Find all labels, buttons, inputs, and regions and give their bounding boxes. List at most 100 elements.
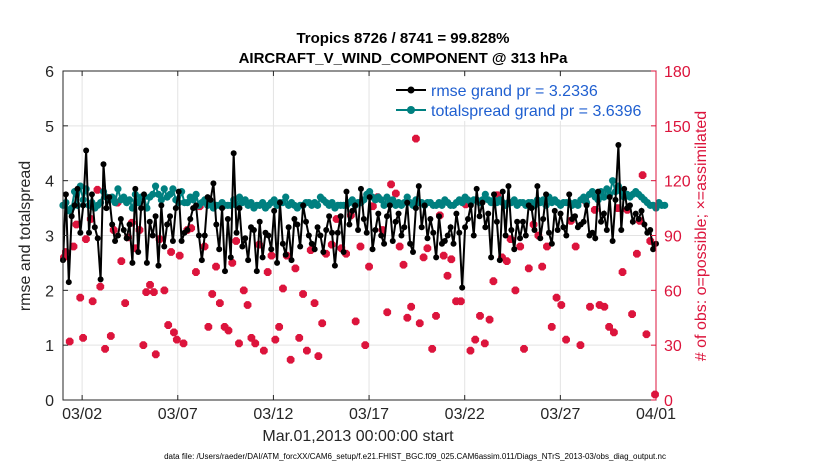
rmse-point-27 [138,205,145,212]
rmse-point-118 [401,224,408,231]
rmse-point-140 [464,216,471,223]
legend-spread-marker [407,106,415,114]
rmse-point-200 [638,207,645,214]
obs-marker-94 [428,344,437,353]
obs-marker-17 [121,299,130,308]
legend-spread-label: totalspread grand pr = 3.6396 [431,103,641,120]
y-left-tick-label-6: 6 [45,64,54,81]
rmse-point-139 [462,224,469,231]
rmse-point-148 [488,254,495,261]
rmse-point-67 [253,268,260,275]
totalspread-point-180 [580,193,588,201]
totalspread-point-19 [114,185,122,193]
y-right-tick-label-1: 30 [664,338,682,355]
obs-marker-42 [212,262,220,271]
rmse-point-159 [519,218,526,225]
totalspread-point-208 [661,201,669,209]
rmse-point-72 [268,246,275,253]
rmse-point-11 [91,224,98,231]
obs-marker-141 [638,171,647,180]
obs-marker-108 [489,277,498,286]
obs-marker-132 [600,302,609,311]
rmse-point-58 [227,254,234,261]
rmse-point-125 [421,202,428,209]
rmse-point-56 [221,268,228,275]
rmse-point-84 [302,218,309,225]
obs-marker-55 [263,268,272,276]
obs-marker-99 [447,255,456,264]
obs-marker-30 [167,248,175,256]
rmse-point-192 [615,142,622,149]
obs-marker-83 [383,308,392,317]
rmse-point-60 [233,229,240,236]
x-tick-label-1: 03/07 [158,406,198,423]
rmse-point-151 [496,257,503,264]
rmse-point-39 [172,205,179,212]
rmse-point-157 [514,218,521,225]
y-left-tick-label-0: 0 [45,393,54,410]
obs-marker-69 [318,319,327,328]
obs-marker-123 [557,301,566,309]
rmse-point-15 [103,205,110,212]
rmse-point-8 [83,147,90,154]
x-tick-label-2: 03/12 [253,406,293,423]
rmse-point-99 [346,221,353,228]
y-axis-label-right: # of obs: o=possible; ×=assimilated [693,111,710,361]
obs-marker-12 [101,344,109,353]
rmse-point-29 [143,259,150,266]
rmse-point-147 [485,210,492,217]
totalspread-point-18 [111,199,119,207]
rmse-point-55 [219,205,226,212]
rmse-point-167 [543,191,550,198]
rmse-point-57 [224,216,231,223]
obs-count-markers [60,134,659,399]
obs-marker-65 [303,346,311,355]
rmse-point-162 [528,205,535,212]
rmse-point-31 [149,232,156,239]
obs-marker-43 [215,299,224,308]
rmse-point-54 [216,246,223,253]
obs-marker-56 [267,251,276,260]
obs-marker-119 [538,262,547,271]
rmse-point-20 [117,216,124,223]
obs-marker-59 [279,284,287,293]
totalspread-point-156 [510,196,518,204]
obs-marker-32 [172,335,181,344]
rmse-point-163 [531,227,538,234]
rmse-point-102 [355,227,362,234]
rmse-point-75 [276,199,283,206]
obs-marker-144 [651,390,659,399]
obs-marker-7 [82,235,90,244]
rmse-point-93 [329,229,336,236]
rmse-point-127 [427,216,434,223]
y-left-tick-label-3: 3 [45,229,54,246]
rmse-point-136 [453,210,460,217]
obs-marker-114 [516,242,525,251]
rmse-point-76 [279,240,286,247]
rmse-point-49 [201,232,208,239]
rmse-point-1 [62,191,69,198]
totalspread-point-46 [192,190,200,198]
rmse-point-71 [265,232,272,239]
obs-marker-91 [415,319,424,328]
rmse-point-90 [320,248,327,255]
rmse-point-100 [349,207,356,214]
rmse-point-12 [94,235,101,242]
rmse-point-23 [126,221,133,228]
obs-marker-138 [628,310,636,318]
y-right-tick-label-5: 150 [664,119,691,136]
totalspread-point-100 [348,196,356,204]
rmse-point-166 [540,216,547,223]
rmse-point-137 [456,229,463,236]
obs-marker-33 [175,251,184,260]
rmse-point-186 [598,218,605,225]
totalspread-point-111 [380,201,388,209]
obs-marker-134 [610,328,618,337]
rmse-point-124 [418,224,425,231]
rmse-point-155 [508,227,515,234]
rmse-point-83 [300,202,307,209]
rmse-point-95 [334,229,341,236]
rmse-point-184 [592,235,599,242]
obs-marker-67 [310,299,319,308]
obs-marker-111 [502,257,511,265]
